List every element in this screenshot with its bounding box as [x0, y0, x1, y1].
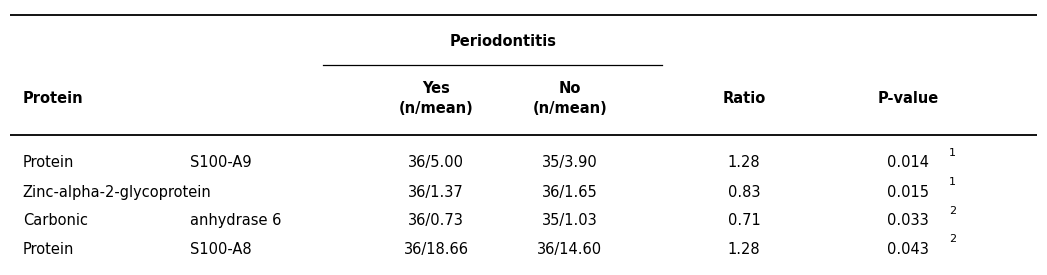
- Text: 1: 1: [949, 148, 956, 158]
- Text: 0.014: 0.014: [887, 155, 930, 170]
- Text: 0.71: 0.71: [728, 213, 760, 228]
- Text: P-value: P-value: [877, 91, 939, 106]
- Text: 0.033: 0.033: [888, 213, 929, 228]
- Text: 0.043: 0.043: [888, 242, 929, 257]
- Text: 0.83: 0.83: [728, 185, 760, 200]
- Text: S100-A8: S100-A8: [191, 242, 251, 257]
- Text: 36/1.37: 36/1.37: [408, 185, 464, 200]
- Text: anhydrase 6: anhydrase 6: [191, 213, 282, 228]
- Text: No
(n/mean): No (n/mean): [532, 81, 607, 116]
- Text: Periodontitis: Periodontitis: [449, 34, 556, 49]
- Text: Protein: Protein: [23, 91, 84, 106]
- Text: Zinc-alpha-2-glycoprotein: Zinc-alpha-2-glycoprotein: [23, 185, 211, 200]
- Text: 36/5.00: 36/5.00: [408, 155, 464, 170]
- Text: 2: 2: [949, 206, 956, 216]
- Text: 36/0.73: 36/0.73: [408, 213, 464, 228]
- Text: S100-A9: S100-A9: [191, 155, 251, 170]
- Text: 1.28: 1.28: [728, 242, 760, 257]
- Text: 1: 1: [949, 177, 956, 188]
- Text: 35/3.90: 35/3.90: [541, 155, 598, 170]
- Text: 0.015: 0.015: [887, 185, 930, 200]
- Text: Carbonic: Carbonic: [23, 213, 88, 228]
- Text: 36/1.65: 36/1.65: [541, 185, 598, 200]
- Text: 2: 2: [949, 234, 956, 244]
- Text: 1.28: 1.28: [728, 155, 760, 170]
- Text: 35/1.03: 35/1.03: [541, 213, 598, 228]
- Text: Protein: Protein: [23, 155, 74, 170]
- Text: Protein: Protein: [23, 242, 74, 257]
- Text: 36/14.60: 36/14.60: [537, 242, 602, 257]
- Text: Yes
(n/mean): Yes (n/mean): [399, 81, 473, 116]
- Text: Ratio: Ratio: [722, 91, 765, 106]
- Text: 36/18.66: 36/18.66: [404, 242, 469, 257]
